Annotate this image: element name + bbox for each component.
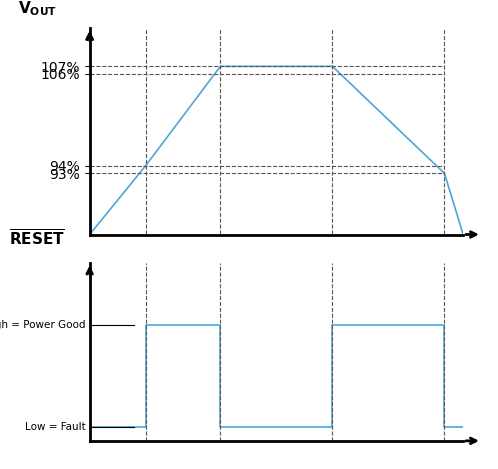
Text: High = Power Good: High = Power Good — [0, 320, 86, 330]
Text: $\overline{\mathbf{RESET}}$: $\overline{\mathbf{RESET}}$ — [9, 228, 65, 249]
Text: $\mathbf{V_{OUT}}$: $\mathbf{V_{OUT}}$ — [18, 0, 57, 18]
Text: Low = Fault: Low = Fault — [25, 422, 86, 431]
